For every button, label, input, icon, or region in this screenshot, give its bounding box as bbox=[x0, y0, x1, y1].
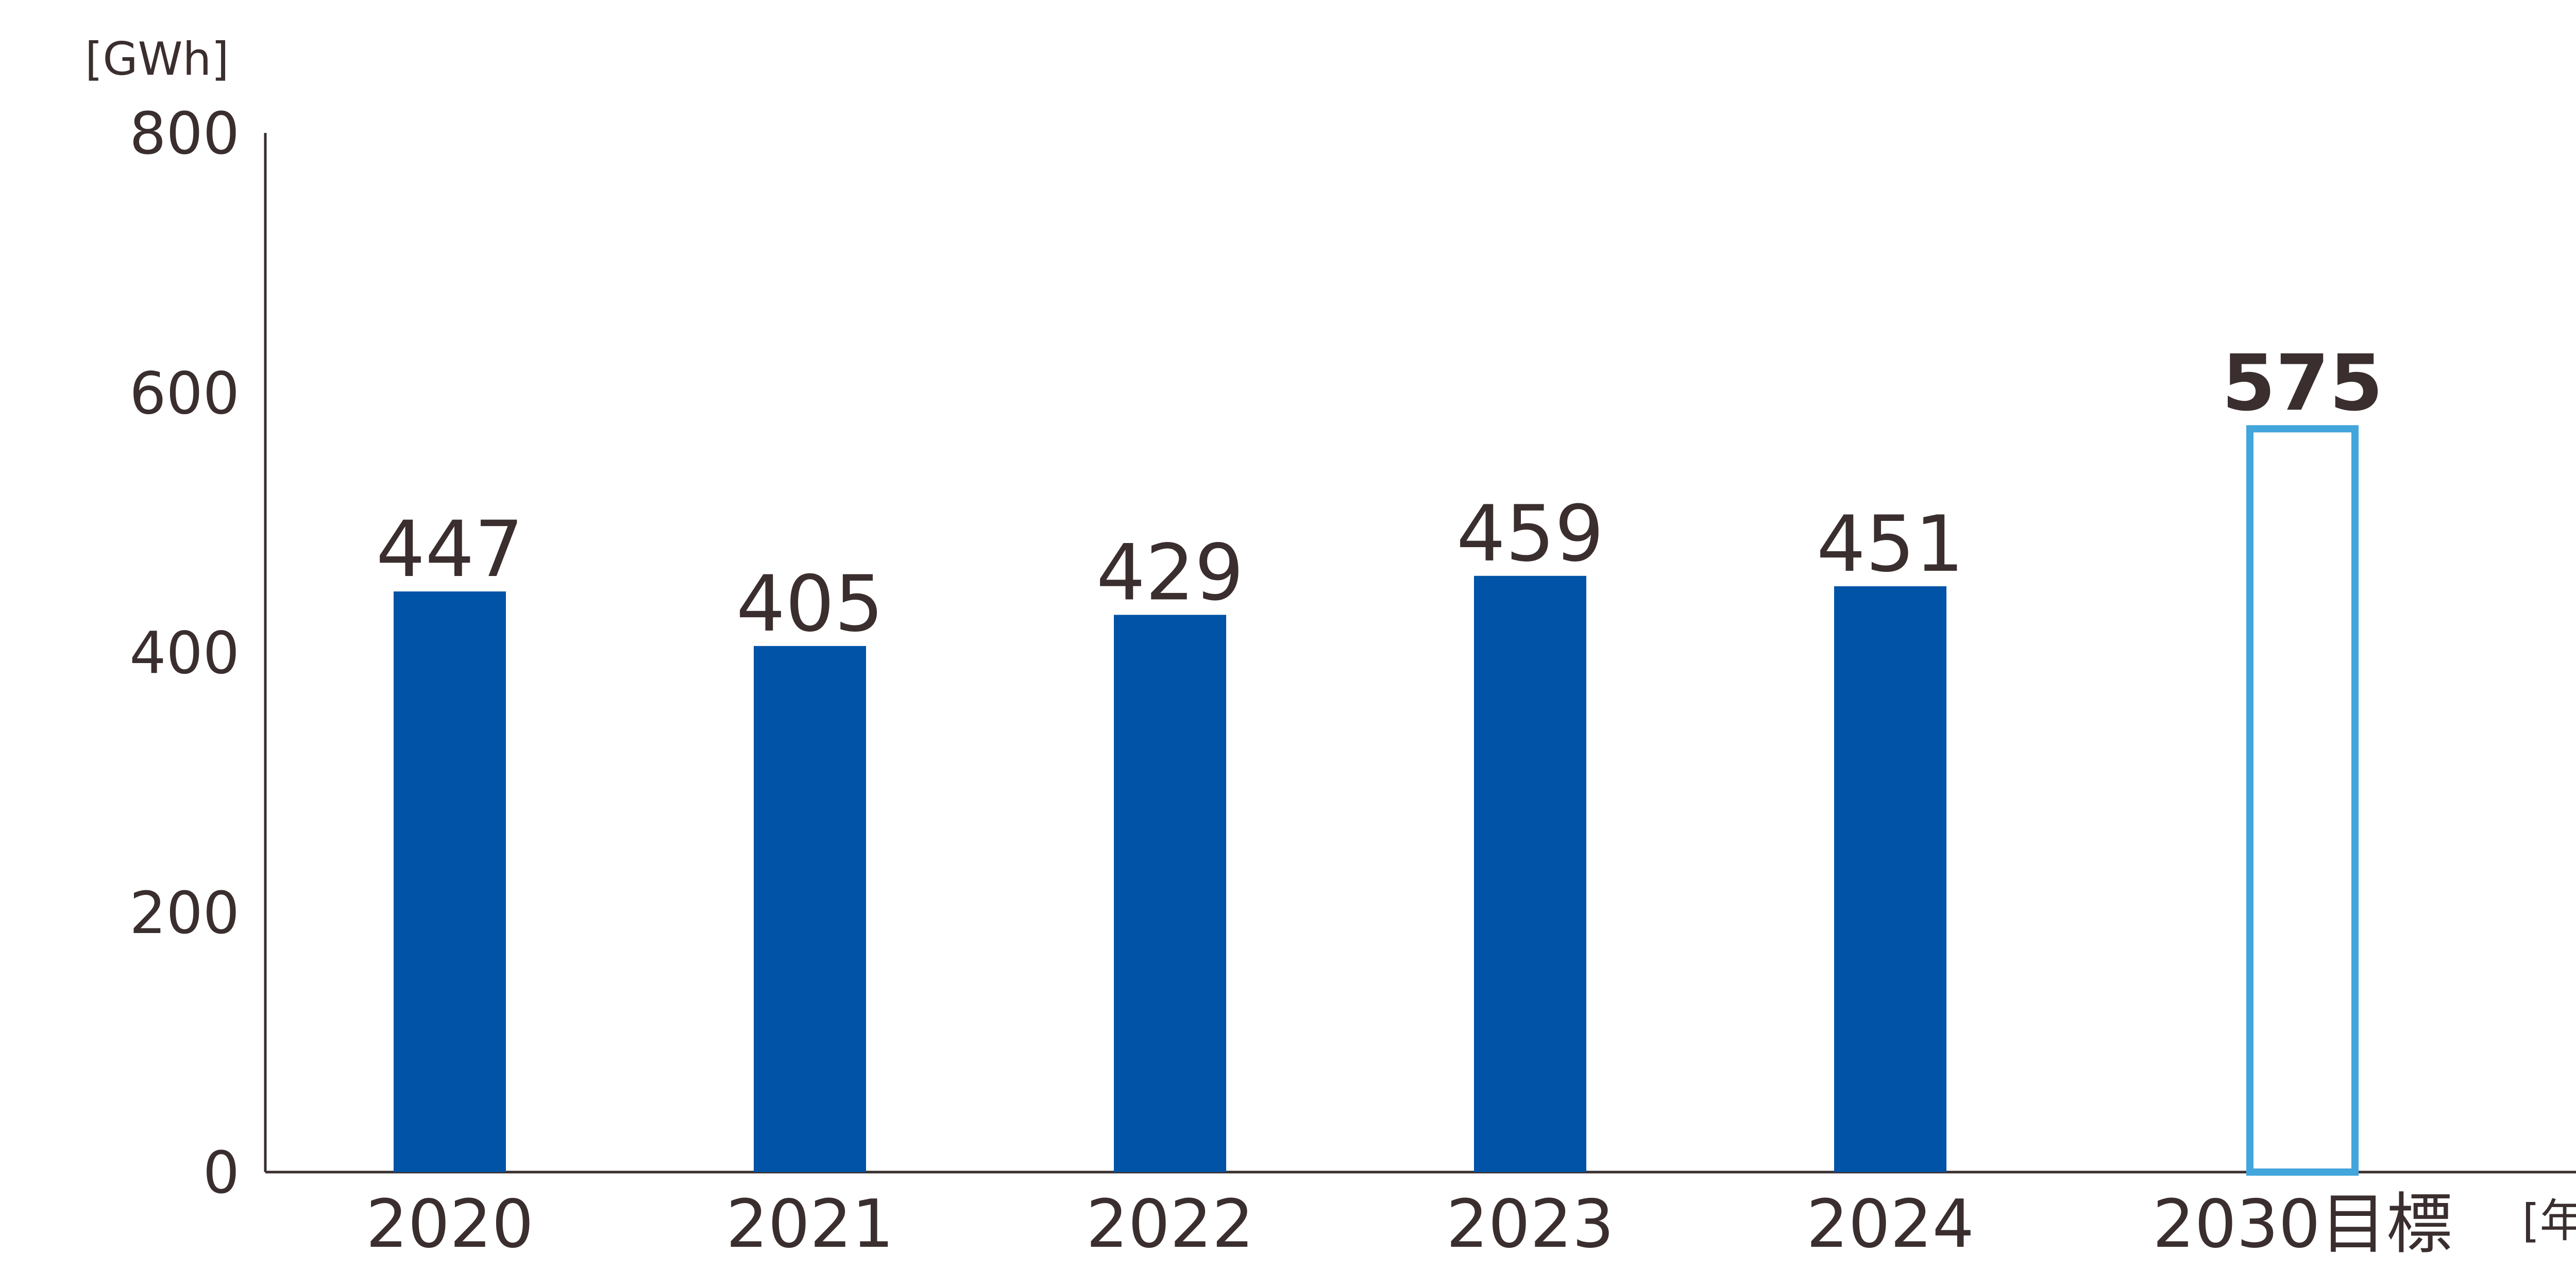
y-axis: [GWh] bbox=[85, 32, 267, 1172]
y-tick-label: 400 bbox=[129, 620, 240, 687]
bar bbox=[754, 646, 866, 1172]
x-tick-label: 2024 bbox=[1806, 1186, 1974, 1263]
data-label: 447 bbox=[376, 505, 523, 595]
x-tick-label: 2023 bbox=[1446, 1186, 1614, 1263]
y-tick-label: 600 bbox=[129, 360, 240, 427]
bar bbox=[1834, 586, 1946, 1172]
y-axis-unit-label: [GWh] bbox=[85, 32, 229, 86]
x-tick-label: 2030目標 bbox=[2153, 1186, 2452, 1263]
x-tick-label: 2022 bbox=[1086, 1186, 1254, 1263]
data-label: 459 bbox=[1456, 489, 1604, 579]
bar bbox=[1114, 615, 1226, 1172]
data-label: 451 bbox=[1817, 500, 1964, 589]
y-tick-label: 200 bbox=[129, 880, 240, 947]
bar bbox=[394, 591, 506, 1172]
bar bbox=[1474, 575, 1586, 1172]
data-label: 405 bbox=[736, 560, 884, 649]
x-tick-labels: 2020 2021 2022 2023 2024 2030目標 bbox=[366, 1186, 2452, 1263]
data-label: 429 bbox=[1096, 528, 1244, 618]
bar-target bbox=[2246, 425, 2359, 1176]
y-tick-label: 800 bbox=[129, 100, 240, 167]
data-labels: 447 405 429 459 451 575 bbox=[376, 338, 2383, 649]
x-axis-unit-label: [年度] bbox=[2522, 1194, 2576, 1247]
y-tick-labels: 0 200 400 600 800 bbox=[129, 100, 240, 1207]
y-tick-label: 0 bbox=[203, 1140, 240, 1207]
bars bbox=[394, 425, 2359, 1176]
x-tick-label: 2020 bbox=[366, 1186, 534, 1263]
x-tick-label: 2021 bbox=[726, 1186, 894, 1263]
data-label: 575 bbox=[2222, 338, 2383, 428]
